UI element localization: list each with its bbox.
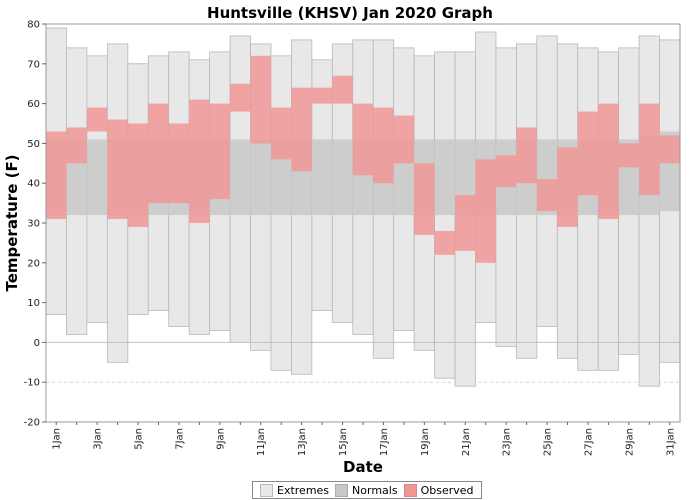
x-tick-label: 15Jan — [338, 428, 349, 456]
legend-swatch-normals — [335, 483, 349, 497]
observed-bar — [270, 107, 292, 160]
x-tick-label: 9Jan — [215, 428, 226, 450]
x-tick-label: 23Jan — [502, 428, 513, 456]
observed-bar — [168, 123, 190, 204]
observed-bar — [66, 127, 87, 164]
observed-bar — [393, 115, 415, 164]
observed-bar — [639, 103, 660, 196]
observed-bar — [209, 103, 231, 200]
observed-series — [46, 55, 680, 263]
x-axis-ticks: 1Jan 3Jan 5Jan 7Jan 9Jan 11Jan 13Jan 15Jan 17Jan… — [52, 422, 676, 456]
observed-bar — [373, 107, 394, 184]
observed-bar — [475, 159, 496, 263]
x-tick-label: 3Jan — [93, 428, 104, 450]
observed-bar — [495, 155, 517, 188]
x-tick-label: 5Jan — [134, 428, 145, 450]
x-tick-label: 13Jan — [297, 428, 308, 456]
observed-bar — [46, 131, 67, 220]
normals-bar — [332, 139, 353, 216]
observed-bar — [659, 135, 680, 164]
y-tick-label: 30 — [27, 219, 40, 230]
observed-bar — [598, 103, 619, 220]
chart-title: Huntsville (KHSV) Jan 2020 Graph — [207, 4, 493, 22]
observed-bar — [127, 123, 149, 227]
legend-swatch-extremes — [260, 483, 273, 497]
x-tick-label: 21Jan — [461, 428, 472, 456]
y-tick-label: 20 — [27, 258, 40, 269]
observed-bar — [291, 87, 312, 172]
y-tick-label: 60 — [27, 99, 40, 110]
observed-bar — [230, 83, 251, 112]
legend-item-extremes: Extremes — [260, 483, 330, 497]
x-tick-label: 11Jan — [256, 428, 267, 456]
normals-bar — [230, 139, 251, 216]
x-tick-label: 31Jan — [665, 428, 676, 456]
observed-bar — [311, 87, 333, 104]
observed-bar — [577, 111, 599, 196]
observed-bar — [86, 107, 108, 132]
observed-bar — [148, 103, 169, 204]
normals-bar — [250, 139, 271, 216]
observed-bar — [516, 127, 537, 184]
legend-label-extremes: Extremes — [277, 483, 330, 497]
observed-bar — [332, 75, 353, 104]
observed-bar — [618, 143, 640, 168]
observed-bar — [107, 119, 128, 220]
y-tick-label: 40 — [27, 179, 40, 190]
y-tick-label: 10 — [27, 298, 40, 309]
x-tick-label: 25Jan — [543, 428, 554, 456]
legend-label-normals: Normals — [352, 483, 398, 497]
x-tick-label: 19Jan — [420, 428, 431, 456]
x-tick-label: 1Jan — [52, 428, 63, 450]
x-axis-title: Date — [343, 458, 383, 476]
x-tick-label: 7Jan — [174, 428, 185, 450]
observed-bar — [250, 55, 271, 144]
y-tick-label: 50 — [27, 139, 40, 150]
observed-bar — [352, 103, 374, 176]
y-tick-label: -10 — [24, 378, 40, 389]
y-tick-label: 80 — [27, 20, 40, 31]
legend-item-observed: Observed — [403, 483, 474, 497]
observed-bar — [557, 147, 578, 227]
observed-bar — [455, 195, 476, 251]
observed-bar — [414, 163, 435, 235]
x-tick-label: 29Jan — [624, 428, 635, 456]
legend-swatch-observed — [403, 483, 417, 497]
x-tick-label: 17Jan — [379, 428, 390, 456]
legend: Extremes Normals Observed — [252, 481, 482, 499]
observed-bar — [189, 99, 210, 223]
y-tick-label: 70 — [27, 59, 40, 70]
x-tick-label: 27Jan — [583, 428, 594, 456]
y-axis-title: Temperature (F) — [3, 154, 21, 291]
y-axis-ticks: -20 -10 0 10 20 30 40 50 60 70 80 — [24, 20, 46, 429]
legend-item-normals: Normals — [335, 483, 398, 497]
normals-bar — [434, 139, 456, 216]
observed-bar — [434, 230, 456, 255]
normals-bar — [86, 139, 108, 216]
legend-label-observed: Observed — [420, 483, 474, 497]
y-tick-label: 0 — [34, 338, 40, 349]
y-tick-label: -20 — [24, 418, 40, 429]
observed-bar — [536, 179, 558, 212]
normals-bar — [311, 139, 333, 216]
